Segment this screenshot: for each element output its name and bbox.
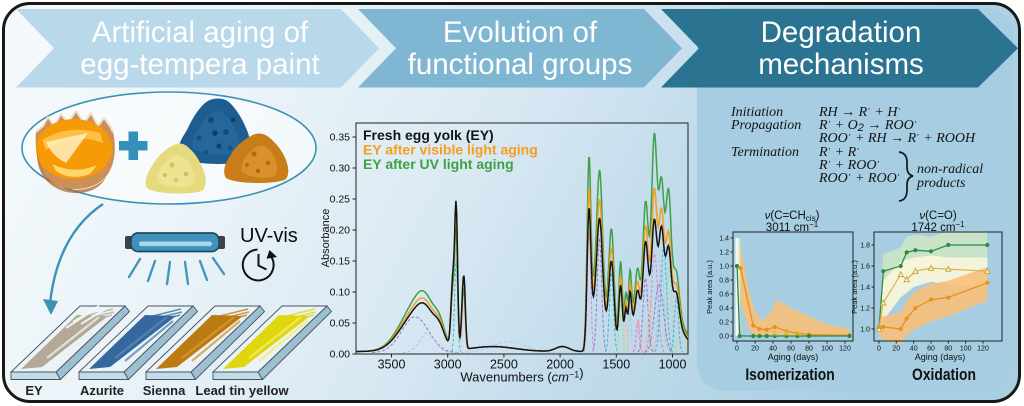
- svg-text:120: 120: [839, 346, 851, 353]
- svg-text:3500: 3500: [378, 358, 406, 372]
- svg-text:1.4: 1.4: [719, 236, 729, 243]
- svg-text:1742 cm−1: 1742 cm−1: [911, 220, 965, 234]
- svg-text:0.4: 0.4: [719, 306, 729, 313]
- svg-text:0.6: 0.6: [719, 292, 729, 299]
- svg-text:1.4: 1.4: [860, 285, 870, 292]
- svg-text:3000: 3000: [434, 358, 462, 372]
- svg-text:EY after UV light aging: EY after UV light aging: [363, 156, 514, 172]
- svg-text:0.15: 0.15: [330, 256, 351, 268]
- svg-text:80: 80: [944, 346, 952, 353]
- svg-text:1.2: 1.2: [860, 306, 870, 313]
- svg-text:100: 100: [821, 346, 833, 353]
- svg-text:20: 20: [751, 346, 759, 353]
- svg-text:1.0: 1.0: [860, 327, 870, 334]
- svg-text:0.20: 0.20: [330, 225, 351, 237]
- svg-text:0.8: 0.8: [719, 278, 729, 285]
- svg-text:0.25: 0.25: [330, 194, 351, 206]
- svg-text:1000: 1000: [659, 358, 687, 372]
- svg-text:0.2: 0.2: [719, 320, 729, 327]
- svg-text:1.6: 1.6: [860, 264, 870, 271]
- svg-text:40: 40: [910, 346, 918, 353]
- svg-text:Fresh egg yolk (EY): Fresh egg yolk (EY): [363, 127, 494, 143]
- svg-text:60: 60: [787, 346, 795, 353]
- svg-text:0: 0: [735, 346, 739, 353]
- svg-text:Peak area (a.u.): Peak area (a.u.): [705, 260, 714, 314]
- svg-text:1.8: 1.8: [860, 243, 870, 250]
- svg-text:Aging (days): Aging (days): [915, 352, 966, 362]
- svg-text:Aging (days): Aging (days): [768, 352, 819, 362]
- svg-text:0.35: 0.35: [330, 132, 351, 144]
- svg-text:3011 cm−1: 3011 cm−1: [766, 220, 819, 234]
- svg-text:EY after visible light aging: EY after visible light aging: [363, 142, 538, 158]
- svg-text:100: 100: [960, 346, 972, 353]
- svg-text:80: 80: [805, 346, 813, 353]
- svg-text:0.10: 0.10: [330, 287, 351, 299]
- svg-text:40: 40: [769, 346, 777, 353]
- svg-text:Absorbance: Absorbance: [320, 209, 332, 268]
- svg-text:0.00: 0.00: [330, 349, 351, 361]
- svg-text:2500: 2500: [490, 358, 518, 372]
- svg-text:20: 20: [892, 346, 900, 353]
- svg-text:Wavenumbers (cm−1): Wavenumbers (cm−1): [460, 366, 583, 385]
- svg-text:ν(C=CHcis): ν(C=CHcis): [765, 210, 820, 223]
- svg-text:1.2: 1.2: [719, 250, 729, 257]
- svg-text:2000: 2000: [546, 358, 574, 372]
- svg-text:1.0: 1.0: [719, 264, 729, 271]
- svg-text:0.0: 0.0: [719, 334, 729, 341]
- svg-text:1500: 1500: [602, 358, 630, 372]
- svg-text:0.05: 0.05: [330, 318, 351, 330]
- svg-text:0.30: 0.30: [330, 163, 351, 175]
- svg-text:ν(C=O): ν(C=O): [919, 210, 957, 222]
- svg-text:Peak area (a.u.): Peak area (a.u.): [850, 260, 859, 314]
- svg-text:0: 0: [877, 346, 881, 353]
- svg-text:120: 120: [977, 346, 989, 353]
- svg-text:60: 60: [927, 346, 935, 353]
